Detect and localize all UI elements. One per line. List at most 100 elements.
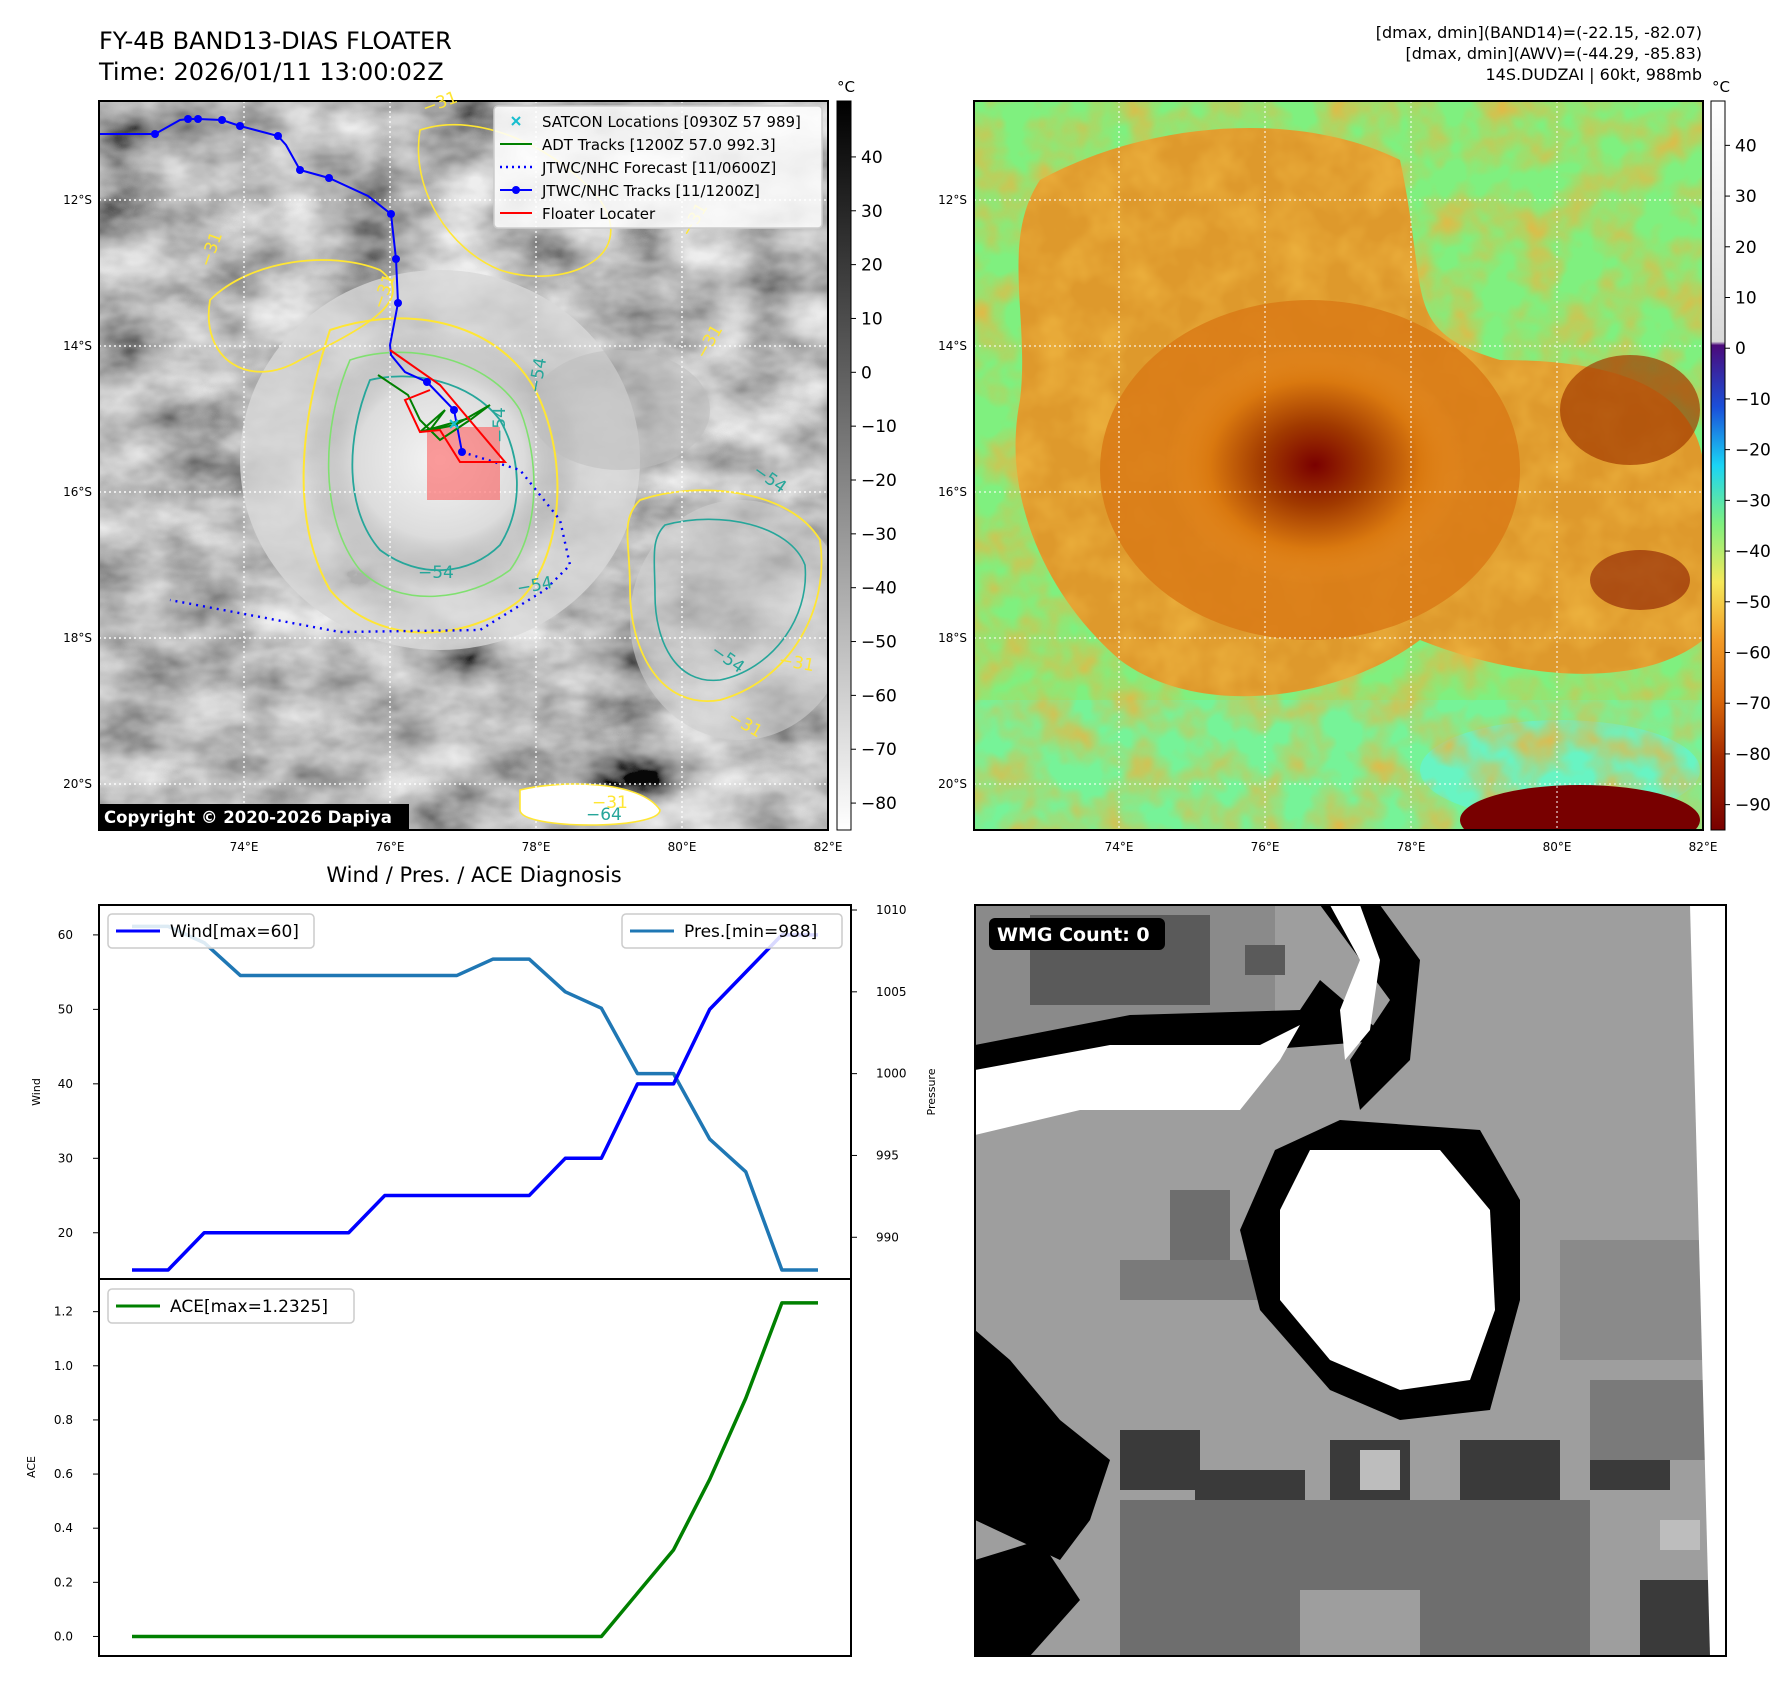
contour-label: −54 xyxy=(418,563,454,583)
legend-satcon: SATCON Locations [0930Z 57 989] xyxy=(542,113,801,131)
legend-floater: Floater Locater xyxy=(542,205,656,223)
contour-label: −31 xyxy=(592,793,628,813)
colorbar-tick-label: 0 xyxy=(861,363,872,383)
colorbar-tick-label: −20 xyxy=(1735,441,1771,461)
ace-tick-label: 0.0 xyxy=(54,1629,73,1643)
pressure-tick-label: 1000 xyxy=(876,1067,907,1081)
ir-map-legend: SATCON Locations [0930Z 57 989] ADT Trac… xyxy=(493,105,823,229)
lon-label: 76°E xyxy=(376,840,405,854)
lat-label: 20°S xyxy=(938,777,967,791)
colorbar-tick-label: −50 xyxy=(1735,593,1771,613)
colorbar-tick-label: −30 xyxy=(1735,491,1771,511)
x-icon xyxy=(511,116,521,126)
wind-tick-label: 30 xyxy=(58,1151,73,1165)
ace-tick-label: 0.2 xyxy=(54,1575,73,1589)
colorbar-tick-label: −50 xyxy=(861,633,897,653)
stats-awv: [dmax, dmin](AWV)=(-44.29, -85.83) xyxy=(1405,44,1702,63)
colorbar-tick-label: 0 xyxy=(1735,339,1746,359)
lat-label: 14°S xyxy=(63,339,92,353)
color-colorbar xyxy=(1710,100,1726,831)
pressure-legend: Pres.[min=988] xyxy=(621,913,843,949)
lon-label: 80°E xyxy=(1543,840,1572,854)
colorbar-tick-label: 40 xyxy=(1735,136,1757,156)
jtwc-track-points xyxy=(151,115,466,456)
legend-jtwc-forecast: JTWC/NHC Forecast [11/0600Z] xyxy=(541,159,776,177)
colorbar-tick-label: 30 xyxy=(861,202,883,222)
figure-time: Time: 2026/01/11 13:00:02Z xyxy=(98,58,444,86)
lon-label: 82°E xyxy=(814,840,843,854)
lat-label: 12°S xyxy=(63,193,92,207)
ir-colorbar-unit: °C xyxy=(837,78,855,96)
ace-tick-label: 0.6 xyxy=(54,1467,73,1481)
lat-label: 12°S xyxy=(938,193,967,207)
colorbar-tick-label: −40 xyxy=(861,579,897,599)
colorbar-tick-label: −60 xyxy=(1735,644,1771,664)
lon-label: 82°E xyxy=(1689,840,1718,854)
lat-label: 14°S xyxy=(938,339,967,353)
colorbar-tick-label: 40 xyxy=(861,148,883,168)
colorbar-tick-label: −20 xyxy=(861,471,897,491)
wind-tick-label: 60 xyxy=(58,928,73,942)
colorbar-tick-label: −10 xyxy=(1735,390,1771,410)
wind-legend-label: Wind[max=60] xyxy=(170,922,299,942)
wind-tick-label: 50 xyxy=(58,1002,73,1016)
pressure-tick-label: 990 xyxy=(876,1230,899,1244)
satcon-marks xyxy=(449,419,459,429)
lon-label: 80°E xyxy=(668,840,697,854)
ace-tick-label: 1.0 xyxy=(54,1359,73,1373)
colorbar-tick-label: −70 xyxy=(861,740,897,760)
legend-jtwc-tracks: JTWC/NHC Tracks [11/1200Z] xyxy=(541,182,760,200)
legend-adt: ADT Tracks [1200Z 57.0 992.3] xyxy=(542,136,776,154)
colorbar-tick-label: 30 xyxy=(1735,187,1757,207)
lat-label: 18°S xyxy=(938,631,967,645)
color-imagery xyxy=(974,101,1703,830)
ace-series-line xyxy=(132,1301,818,1639)
wind-series-line xyxy=(132,933,818,1272)
ir-map-panel: −31 −31 −31 −31 −54 −54 −54 −54 −54 −31 … xyxy=(63,78,897,854)
pressure-tick-label: 995 xyxy=(876,1148,899,1162)
lat-label: 20°S xyxy=(63,777,92,791)
lon-label: 78°E xyxy=(522,840,551,854)
colorbar-tick-label: −70 xyxy=(1735,694,1771,714)
stats-band14: [dmax, dmin](BAND14)=(-22.15, -82.07) xyxy=(1376,23,1702,42)
chart-title: Wind / Pres. / ACE Diagnosis xyxy=(326,863,621,887)
contour-label: −54 xyxy=(490,407,510,443)
colorbar-tick-label: −60 xyxy=(861,686,897,706)
lon-label: 76°E xyxy=(1251,840,1280,854)
colorbar-tick-label: 10 xyxy=(1735,289,1757,309)
lat-label: 18°S xyxy=(63,631,92,645)
pressure-legend-label: Pres.[min=988] xyxy=(684,922,817,942)
ace-tick-label: 0.4 xyxy=(54,1521,73,1535)
colorbar-tick-label: 10 xyxy=(861,309,883,329)
wmg-panel: WMG Count: 0 xyxy=(974,904,1727,1657)
ace-tick-label: 0.8 xyxy=(54,1413,73,1427)
lon-label: 78°E xyxy=(1397,840,1426,854)
color-map-panel: 12°S 14°S 16°S 18°S 20°S 74°E 76°E 78°E … xyxy=(938,78,1771,854)
lon-label: 74°E xyxy=(230,840,259,854)
lon-label: 74°E xyxy=(1105,840,1134,854)
colorbar-tick-label: −80 xyxy=(861,794,897,814)
colorbar-tick-label: −90 xyxy=(1735,796,1771,816)
colorbar-tick-label: −30 xyxy=(861,525,897,545)
colorbar-tick-label: 20 xyxy=(1735,238,1757,258)
lat-label: 16°S xyxy=(938,485,967,499)
colorbar-tick-label: −10 xyxy=(861,417,897,437)
jtwc-forecast-line xyxy=(169,450,572,634)
contour-label: −64 xyxy=(586,805,622,825)
wind-tick-label: 40 xyxy=(58,1077,73,1091)
wind-tick-label: 20 xyxy=(58,1226,73,1240)
wmg-imagery xyxy=(975,905,1726,1656)
wmg-count-badge: WMG Count: 0 xyxy=(997,924,1150,946)
diagnosis-chart: Wind / Pres. / ACE Diagnosis Wind Pressu… xyxy=(25,863,938,1657)
ace-tick-label: 1.2 xyxy=(54,1305,73,1319)
ir-colorbar xyxy=(836,100,852,831)
color-colorbar-unit: °C xyxy=(1712,78,1730,96)
stats-storm: 14S.DUDZAI | 60kt, 988mb xyxy=(1486,65,1703,84)
pressure-axis-label: Pressure xyxy=(925,1068,938,1115)
colorbar-tick-label: −40 xyxy=(1735,542,1771,562)
colorbar-tick-label: −80 xyxy=(1735,745,1771,765)
figure-title: FY-4B BAND13-DIAS FLOATER xyxy=(99,27,452,55)
dot-line-icon xyxy=(500,186,532,194)
floater-track-line xyxy=(389,349,508,463)
wind-axis-label: Wind xyxy=(30,1078,43,1106)
